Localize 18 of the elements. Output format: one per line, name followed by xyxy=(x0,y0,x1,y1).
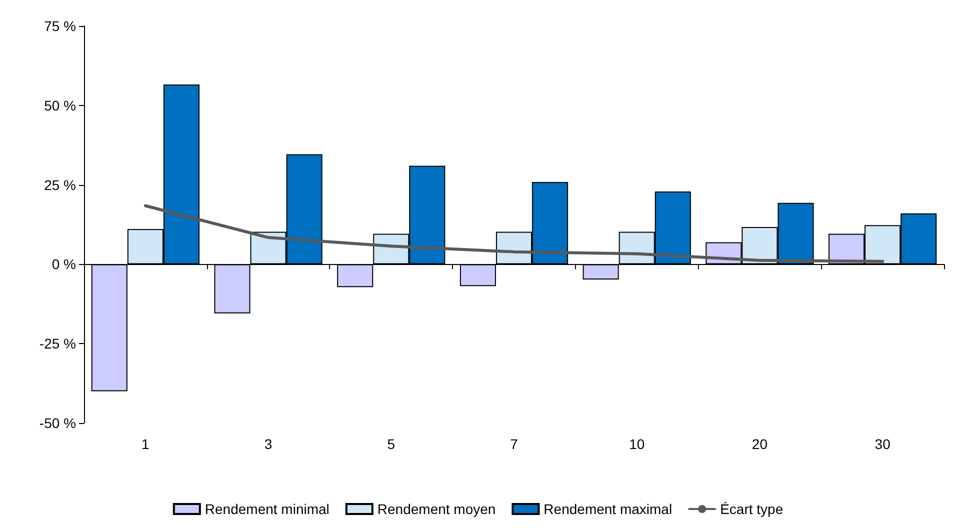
x-tick-label: 7 xyxy=(510,436,518,452)
x-tick-label: 10 xyxy=(629,436,645,452)
legend-label: Écart type xyxy=(720,501,784,517)
y-tick-label: -50 % xyxy=(39,415,76,431)
x-tick-label: 30 xyxy=(874,436,891,452)
line-series xyxy=(144,204,884,263)
legend-label: Rendement minimal xyxy=(204,501,330,517)
x-tick-label: 20 xyxy=(752,436,768,452)
x-tick-label: 1 xyxy=(142,436,150,452)
y-tick-label: 75 % xyxy=(44,18,76,34)
y-tick-label: 25 % xyxy=(44,176,76,193)
legend-label: Rendement maximal xyxy=(544,501,672,517)
x-tick-label: 3 xyxy=(264,436,272,452)
x-tick-label: 5 xyxy=(387,436,396,452)
y-tick-label: 0 % xyxy=(52,256,76,272)
legend-label: Rendement moyen xyxy=(377,501,496,517)
y-tick-label: 50 % xyxy=(44,97,76,114)
y-tick-label: -25 % xyxy=(39,336,76,352)
